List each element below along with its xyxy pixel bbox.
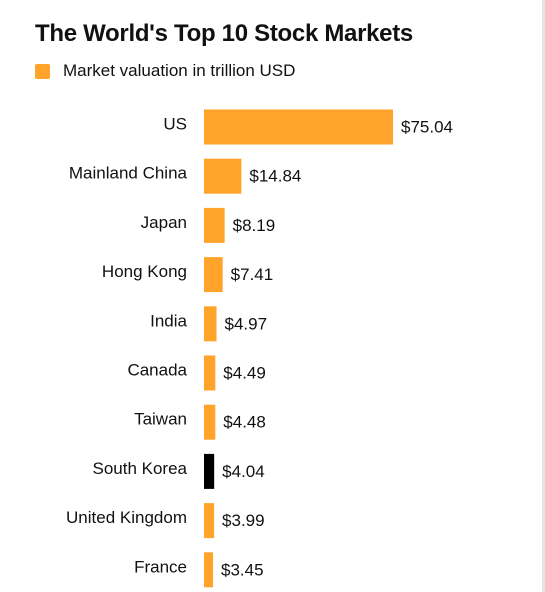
data-label: $4.04 <box>222 462 265 481</box>
data-label: $75.04 <box>401 117 453 136</box>
bar <box>204 158 242 194</box>
bar <box>204 404 216 440</box>
frame-edge <box>542 0 545 592</box>
category-label: Japan <box>141 213 187 232</box>
bar <box>204 109 393 145</box>
data-label: $3.99 <box>222 511 265 530</box>
data-label: $7.41 <box>231 265 274 284</box>
category-label: India <box>150 311 187 330</box>
bar <box>204 503 215 539</box>
category-label: Hong Kong <box>102 262 187 281</box>
category-label: Mainland China <box>69 164 188 183</box>
bar <box>204 257 223 293</box>
legend-swatch <box>35 63 50 79</box>
bar <box>204 552 213 588</box>
category-label: US <box>163 114 187 133</box>
bar <box>204 207 225 243</box>
data-label: $14.84 <box>249 167 301 186</box>
category-label: Canada <box>127 360 187 379</box>
data-label: $4.97 <box>225 314 268 333</box>
bar <box>204 453 215 489</box>
category-label: France <box>134 557 187 576</box>
data-label: $8.19 <box>233 216 276 235</box>
data-label: $4.49 <box>223 363 266 382</box>
chart-title: The World's Top 10 Stock Markets <box>35 20 413 47</box>
legend-label: Market valuation in trillion USD <box>63 61 296 80</box>
category-label: Taiwan <box>134 410 187 429</box>
bar <box>204 355 216 391</box>
category-label: South Korea <box>92 459 187 478</box>
chart-legend: Market valuation in trillion USD <box>35 61 295 81</box>
category-label: United Kingdom <box>66 508 187 527</box>
data-label: $4.48 <box>223 413 266 432</box>
data-label: $3.45 <box>221 560 264 579</box>
bar <box>204 306 217 342</box>
